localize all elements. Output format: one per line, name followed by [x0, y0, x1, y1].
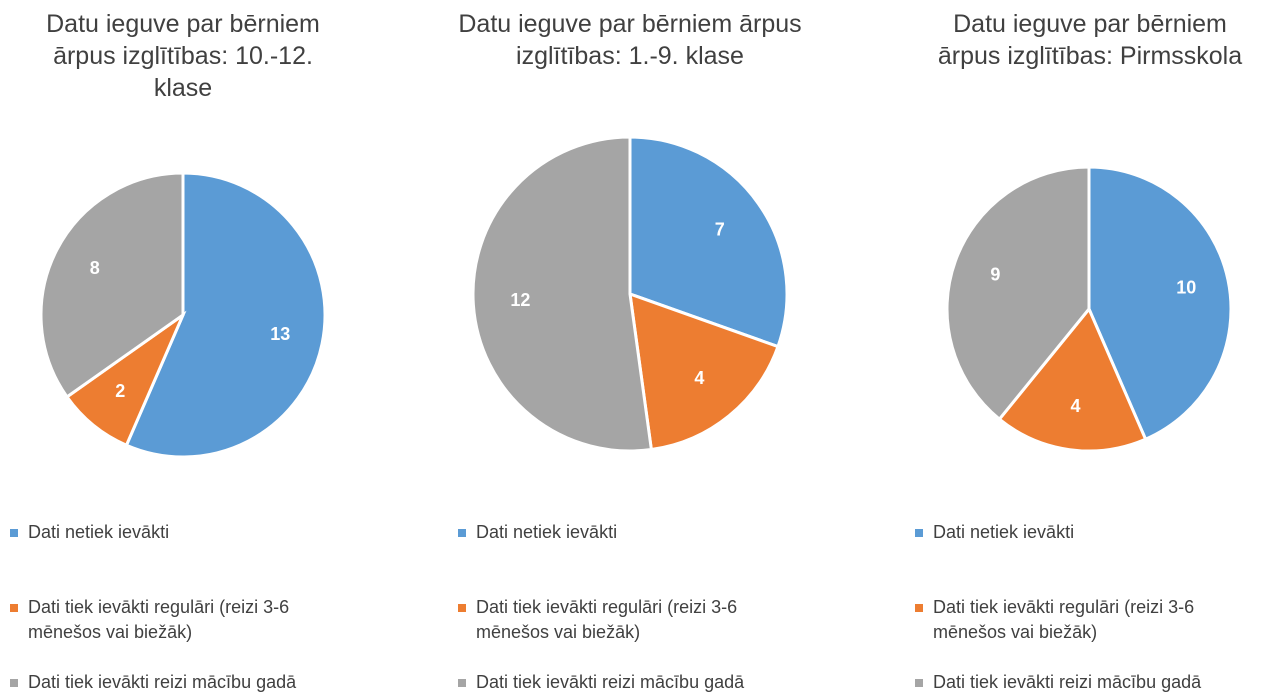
legend-text: Dati netiek ievākti — [476, 522, 618, 542]
pie-slice — [628, 291, 780, 452]
legend-item: Dati tiek ievākti regulāri (reizi 3-6 mē… — [915, 595, 1245, 645]
legend-text: Dati tiek ievākti reizi mācību gadā — [933, 672, 1202, 692]
legend-item: Dati netiek ievākti — [10, 520, 340, 545]
pie-slice — [628, 135, 789, 349]
legend-swatch — [915, 604, 923, 612]
data-label: 2 — [115, 381, 125, 401]
legend-item: Dati tiek ievākti reizi mācību gadā — [10, 670, 340, 692]
data-label: 10 — [1176, 278, 1196, 298]
data-label: 12 — [510, 290, 530, 310]
legend-text: Dati tiek ievākti reizi mācību gadā — [28, 672, 297, 692]
data-label: 8 — [90, 258, 100, 278]
chart-title: Datu ieguve par bērniem ārpus izglītības… — [937, 10, 1243, 70]
legend-text: Dati tiek ievākti regulāri (reizi 3-6 mē… — [476, 597, 738, 642]
legend-item: Dati tiek ievākti reizi mācību gadā — [458, 670, 788, 692]
legend-item: Dati netiek ievākti — [915, 520, 1245, 545]
legend-item: Dati tiek ievākti reizi mācību gadā — [915, 670, 1245, 692]
legend-item: Dati netiek ievākti — [458, 520, 788, 545]
legend-item: Dati tiek ievākti regulāri (reizi 3-6 mē… — [10, 595, 340, 645]
data-label: 4 — [694, 368, 704, 388]
legend-swatch — [458, 679, 466, 687]
pie-slice — [39, 171, 185, 399]
pie-slice — [945, 165, 1091, 422]
pie-slice — [997, 306, 1148, 453]
pie-slice — [124, 171, 327, 459]
legend-item: Dati tiek ievākti regulāri (reizi 3-6 mē… — [458, 595, 788, 645]
chart-title: Datu ieguve par bērniem ārpus izglītības… — [458, 10, 802, 70]
data-label: 7 — [715, 219, 725, 239]
legend-text: Dati tiek ievākti regulāri (reizi 3-6 mē… — [933, 597, 1195, 642]
legend-swatch — [10, 679, 18, 687]
data-label: 13 — [270, 324, 290, 344]
data-label: 9 — [990, 264, 1000, 284]
legend-swatch — [915, 679, 923, 687]
data-label: 4 — [1070, 396, 1080, 416]
chart-title: Datu ieguve par bērniem ārpus izglītības… — [46, 10, 320, 102]
legend-swatch — [458, 529, 466, 537]
legend-text: Dati netiek ievākti — [28, 522, 170, 542]
legend-swatch — [915, 529, 923, 537]
legend-text: Dati netiek ievākti — [933, 522, 1075, 542]
legend-swatch — [10, 529, 18, 537]
legend-swatch — [10, 604, 18, 612]
pie-slice — [1087, 165, 1233, 442]
pie-slice — [471, 135, 654, 453]
legend-text: Dati tiek ievākti reizi mācību gadā — [476, 672, 745, 692]
legend-swatch — [458, 604, 466, 612]
legend-text: Dati tiek ievākti regulāri (reizi 3-6 mē… — [28, 597, 290, 642]
